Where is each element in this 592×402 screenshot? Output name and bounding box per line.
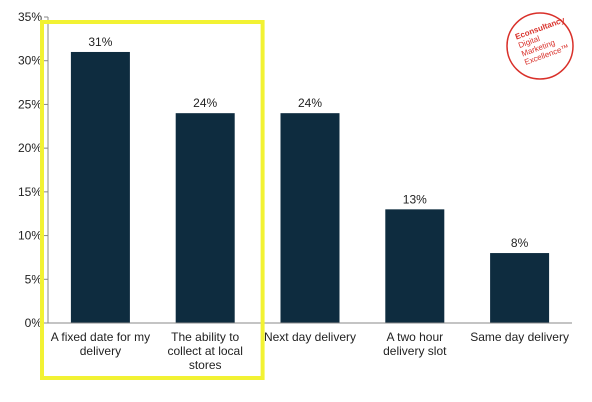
y-tick-label: 20% bbox=[18, 141, 42, 155]
logo-ring bbox=[506, 12, 574, 80]
bar bbox=[280, 113, 340, 324]
data-label: 24% bbox=[298, 96, 322, 110]
x-tick-label: delivery bbox=[80, 344, 121, 358]
data-label: 13% bbox=[403, 192, 427, 206]
bars bbox=[70, 51, 550, 324]
x-tick-label: Same day delivery bbox=[470, 330, 569, 344]
x-tick-label: collect at local bbox=[168, 344, 243, 358]
y-tick-label: 35% bbox=[18, 10, 42, 24]
y-tick-label: 30% bbox=[18, 54, 42, 68]
data-labels: 31% 24% 24% 13% 8% bbox=[88, 35, 528, 250]
y-tick-label: 5% bbox=[25, 272, 43, 286]
y-axis: 0% 5% 10% 15% 20% 25% 30% 35% bbox=[18, 10, 49, 330]
data-label: 31% bbox=[88, 35, 112, 49]
x-tick-label: A fixed date for my bbox=[51, 330, 150, 344]
y-tick-label: 15% bbox=[18, 185, 42, 199]
bar bbox=[490, 253, 550, 323]
highlight-rectangle bbox=[40, 20, 265, 380]
bar bbox=[385, 209, 445, 323]
x-tick-label: Next day delivery bbox=[264, 330, 356, 344]
x-tick-label: delivery slot bbox=[383, 344, 447, 358]
bar bbox=[175, 113, 235, 324]
data-label: 8% bbox=[511, 236, 529, 250]
x-tick-label: stores bbox=[189, 358, 222, 372]
x-tick-label: The ability to bbox=[171, 330, 239, 344]
data-label: 24% bbox=[193, 96, 217, 110]
y-tick-label: 0% bbox=[25, 316, 43, 330]
y-tick-label: 25% bbox=[18, 97, 42, 111]
bar bbox=[70, 51, 130, 323]
x-tick-label: A two hour bbox=[386, 330, 443, 344]
y-tick-label: 10% bbox=[18, 229, 42, 243]
highlight-box bbox=[40, 20, 265, 380]
